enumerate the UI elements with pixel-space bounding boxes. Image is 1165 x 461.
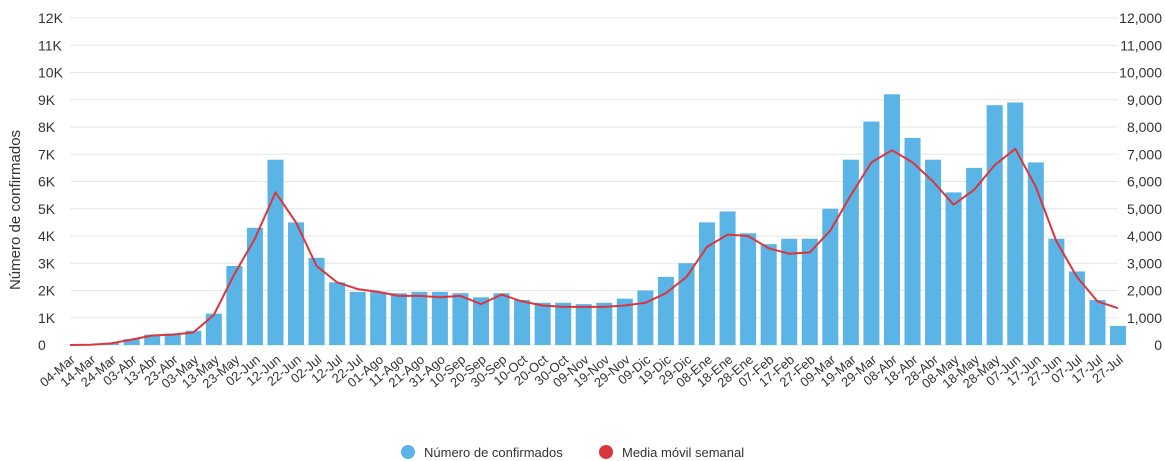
y-tick-right: 3,000 [1127,255,1162,271]
y-tick-right: 8,000 [1127,119,1162,135]
bar [185,330,202,345]
bar [267,159,284,345]
y-tick-right: 2,000 [1127,283,1162,299]
bar [925,159,942,345]
bar [329,282,346,345]
bar [822,208,839,345]
bar [514,300,531,345]
bar [1048,238,1065,345]
bar [555,302,572,345]
bar [801,238,818,345]
bar [883,94,900,345]
bar [1089,300,1106,345]
bar [863,121,880,345]
legend: Número de confirmados Media móvil semana… [401,445,744,460]
bar [1007,102,1024,345]
y-tick-right: 11,000 [1120,37,1162,53]
bar [1027,162,1044,345]
bar [370,291,387,345]
y-tick-left: 11K [38,37,63,53]
y-tick-right: 12,000 [1119,10,1162,26]
bar [740,233,757,345]
right-y-axis: 0 1,000 2,000 3,000 4,000 5,000 6,000 7,000 8,00… [1119,10,1162,353]
bar [452,293,469,345]
bar [678,263,695,345]
legend-label-media-movil: Media móvil semanal [622,445,744,460]
x-axis: 04-Mar14-Mar24-Mar03-Abr13-Abr23-Abr03-M… [37,351,1126,391]
bar [288,222,305,345]
y-tick-left: 2K [38,283,56,299]
legend-label-confirmados: Número de confirmados [424,445,563,460]
bar [842,159,859,345]
bar [616,298,633,345]
gridlines [70,17,1118,346]
bar [349,291,366,345]
bar [411,291,428,345]
moving-average-series [69,147,1119,346]
y-tick-left: 12K [38,10,64,26]
y-tick-left: 5K [38,201,56,217]
y-tick-right: 5,000 [1127,201,1162,217]
bar [945,192,962,345]
y-tick-right: 7,000 [1127,146,1162,162]
y-tick-left: 3K [38,255,56,271]
legend-swatch-media-movil [599,445,613,459]
bar [966,167,983,345]
bar [308,257,325,345]
y-tick-left: 0 [38,337,46,353]
y-tick-left: 6K [38,174,56,190]
moving-average-line [69,147,1119,346]
bar [575,304,592,345]
bar [986,105,1003,345]
bar-series [61,94,1127,345]
bar [390,293,407,345]
y-tick-right: 1,000 [1127,310,1162,326]
bar [144,334,161,345]
y-tick-right: 9,000 [1127,92,1162,108]
bar [719,211,736,345]
y-tick-left: 4K [38,228,56,244]
y-tick-left: 10K [38,65,64,81]
bar [164,333,181,345]
bar [123,339,140,345]
bar [534,302,551,345]
y-tick-left: 9K [38,92,56,108]
bar [493,293,510,345]
bar [1068,271,1085,345]
left-y-axis: 0 1K 2K 3K 4K 5K 6K 7K 8K 9K 10K 11K 12K [38,10,64,353]
bar [472,297,489,345]
bar [431,291,448,345]
y-tick-right: 10,000 [1119,65,1162,81]
y-tick-right: 6,000 [1127,174,1162,190]
bar [1109,325,1127,345]
y-tick-right: 4,000 [1127,228,1162,244]
y-axis-label: Número de confirmados [7,130,24,290]
bar [596,302,613,345]
bar [760,244,777,345]
bar [781,238,798,345]
y-tick-left: 7K [38,146,56,162]
y-tick-left: 8K [38,119,56,135]
bar [226,265,243,345]
bar [246,227,263,345]
bar [904,137,921,345]
bar [699,222,716,345]
y-tick-left: 1K [38,310,56,326]
y-tick-right: 0 [1154,337,1162,353]
bar [657,276,674,345]
bar [637,290,654,345]
bar [205,313,222,345]
legend-swatch-confirmados [401,445,415,459]
